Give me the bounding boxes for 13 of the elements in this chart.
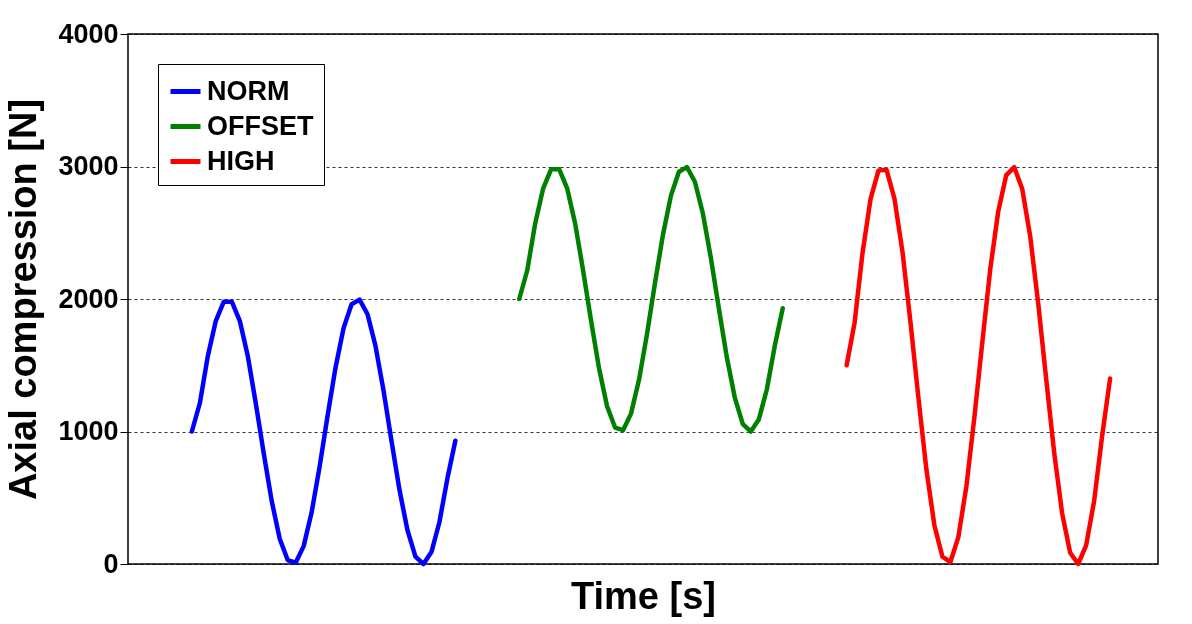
legend-label: HIGH [207, 145, 275, 176]
y-tick-label: 2000 [58, 283, 119, 314]
y-tick-label: 4000 [58, 18, 119, 49]
line-series [844, 164, 1113, 567]
legend-label: OFFSET [207, 110, 314, 141]
y-tick-label: 0 [103, 548, 119, 579]
line-series [189, 297, 458, 567]
y-tick-label: 1000 [58, 416, 119, 446]
legend-label: NORM [207, 75, 290, 106]
line-series [516, 164, 785, 434]
y-tick-label: 3000 [58, 151, 119, 181]
y-axis-title: Axial compression [N] [2, 98, 45, 501]
x-axis-title: Time [s] [570, 574, 717, 617]
